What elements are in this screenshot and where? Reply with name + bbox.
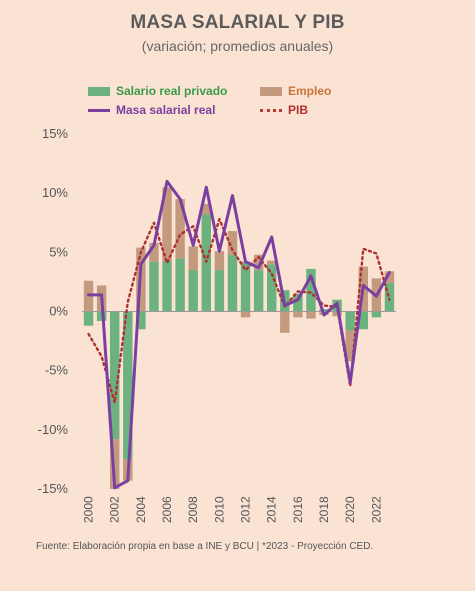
y-tick-label: 15% <box>42 126 68 141</box>
chart-subtitle: (variación; promedios anuales) <box>141 38 334 54</box>
y-tick-label: -5% <box>45 363 69 378</box>
bar-empleo <box>280 311 290 333</box>
bar-salario <box>162 260 172 312</box>
bar-salario <box>214 270 225 312</box>
legend-label-masa: Masa salarial real <box>116 103 216 117</box>
bar-empleo <box>345 330 355 362</box>
bar-salario <box>345 311 355 331</box>
x-tick-label: 2012 <box>239 496 253 523</box>
bar-salario <box>306 268 316 312</box>
bar-salario <box>253 270 264 312</box>
x-tick-label: 2002 <box>108 496 122 523</box>
x-tick-label: 2006 <box>160 496 174 523</box>
bar-salario <box>136 311 146 330</box>
bar-empleo <box>384 271 395 284</box>
bar-empleo <box>306 311 316 319</box>
bar-salario <box>240 261 251 312</box>
x-tick-label: 2008 <box>186 496 200 523</box>
bar-salario <box>293 293 303 312</box>
line-masa-salarial <box>87 179 391 490</box>
bar-salario <box>83 311 94 326</box>
legend-salario: Salario real privado <box>88 84 227 98</box>
x-tick-label: 2014 <box>265 496 279 523</box>
legend-swatch-salario <box>88 86 110 96</box>
legend-label-pib: PIB <box>288 103 309 117</box>
x-tick-label: 2022 <box>369 496 383 523</box>
x-tick-label: 2016 <box>291 496 305 523</box>
bar-salario <box>319 309 329 312</box>
bar-empleo <box>188 246 198 271</box>
bar-salario <box>149 261 159 312</box>
bar-empleo <box>162 187 172 261</box>
source-note: Fuente: Elaboración propia en base a INE… <box>36 541 374 552</box>
bar-salario <box>175 258 185 312</box>
bar-empleo <box>332 311 342 317</box>
x-tick-label: 2020 <box>343 496 357 523</box>
y-tick-label: -15% <box>38 481 69 496</box>
y-tick-label: 0% <box>49 304 68 319</box>
legend-swatch-empleo <box>260 86 282 96</box>
x-tick-label: 2010 <box>212 496 226 523</box>
bar-empleo <box>227 231 238 255</box>
bar-salario <box>371 311 382 318</box>
line-pib <box>87 217 391 404</box>
bar-salario <box>109 311 120 440</box>
bar-empleo <box>109 439 120 489</box>
legend-swatch-pib <box>260 108 282 112</box>
legend-empleo: Empleo <box>260 84 331 98</box>
bar-empleo <box>240 311 251 318</box>
chart-title: MASA SALARIAL Y PIB <box>130 12 345 33</box>
bar-empleo <box>214 251 225 271</box>
bar-empleo <box>266 260 277 265</box>
bar-empleo <box>201 203 212 215</box>
legend-masa: Masa salarial real <box>88 103 215 117</box>
y-tick-label: -10% <box>38 422 69 437</box>
bar-salario <box>358 311 369 330</box>
bar-salario <box>384 283 395 312</box>
x-tick-label: 2018 <box>317 496 331 523</box>
x-tick-label: 2000 <box>82 496 96 523</box>
bar-salario <box>123 311 133 460</box>
y-tick-label: 10% <box>42 185 68 200</box>
bar-empleo <box>149 242 159 262</box>
bar-empleo <box>293 311 303 318</box>
legend-label-salario: Salario real privado <box>116 84 228 98</box>
bar-salario <box>266 264 277 312</box>
bar-empleo <box>253 254 264 271</box>
legend-swatch-masa <box>88 108 110 112</box>
y-tick-label: 5% <box>49 244 68 259</box>
bar-salario <box>227 254 238 312</box>
bar-empleo <box>175 199 185 259</box>
bar-salario <box>188 270 198 312</box>
x-tick-label: 2004 <box>134 496 148 523</box>
legend-pib: PIB <box>260 103 308 117</box>
legend-label-empleo: Empleo <box>288 84 332 98</box>
